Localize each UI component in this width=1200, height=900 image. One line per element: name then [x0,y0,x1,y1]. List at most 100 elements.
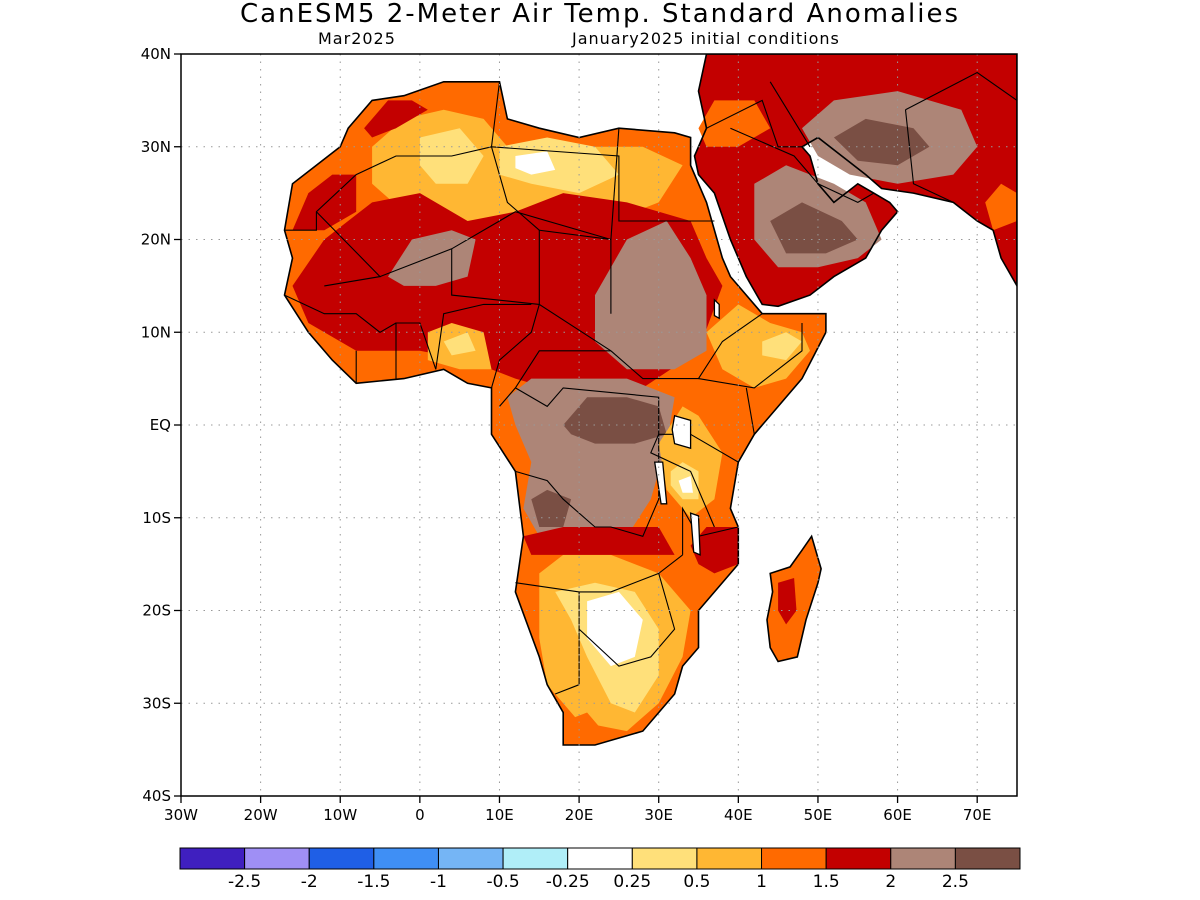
legend-swatch [567,847,633,870]
lon-tick-label: 10E [485,806,514,824]
lat-tick-label: EQ [150,416,171,434]
lon-tick-label: 30E [644,806,673,824]
legend-swatch [696,847,763,870]
coastline-madagascar-land [766,534,822,663]
legend-label: -1.5 [357,872,390,892]
legend-label: 2 [885,872,896,892]
region-congo-dark [563,397,667,444]
border-line [499,350,611,407]
legend-label: 0.25 [613,872,651,892]
region-madagascar-red [778,578,797,625]
lon-tick-label: 50E [804,806,833,824]
region-zambia-red [523,527,675,555]
map-title: CanESM5 2-Meter Air Temp. Standard Anoma… [240,0,960,29]
lon-tick-label: 70E [963,806,992,824]
border-line [451,248,612,352]
legend-label: -0.5 [486,872,519,892]
legend-swatch [373,847,439,870]
border-line [610,128,620,240]
lake [689,512,701,556]
region-india-orange [985,183,1017,231]
border-line [284,146,492,231]
valid-month-label: Mar2025 [318,29,396,48]
region-maghreb-red [364,100,428,138]
border-line [905,71,1017,111]
legend-swatch [631,847,698,870]
coastline-arabia-land [693,54,1017,308]
region-east-africa-white [678,476,693,493]
legend-swatch [761,847,827,870]
region-sudan-brown [595,221,707,370]
region-west-coast-light [443,332,476,356]
border-line [490,304,540,389]
region-libya-light [499,137,619,194]
region-levant-orange [698,100,771,147]
border-line [578,573,676,667]
border-line [769,81,811,148]
lon-tick-label: 20E [565,806,594,824]
legend-label: -1 [430,872,447,892]
lat-tick-label: 10N [141,323,171,341]
region-libya-white [515,151,556,175]
anomaly-fields [284,54,1017,746]
border-line [515,387,660,435]
border-line [706,99,802,148]
border-line [730,127,874,204]
legend-label: 2.5 [942,872,969,892]
legend-label: 0.5 [683,872,710,892]
lon-tick-label: 60E [883,806,912,824]
coastline-africa-land [283,81,827,746]
region-iran-dark [833,118,930,166]
legend-label: 1 [756,872,767,892]
init-conditions-label: January2025 initial conditions [572,29,840,48]
lon-tick-label: 30W [164,806,198,824]
legend-swatch [437,847,504,870]
lake [671,414,692,450]
lat-tick-label: 40S [142,787,171,805]
country-borders [283,54,1017,746]
legend-swatch [502,847,569,870]
legend-swatch [244,847,310,870]
lat-tick-label: 10S [142,509,171,527]
border-line [904,109,954,203]
border-line [698,323,803,389]
color-legend: -2.5 -2 -1.5 -1 -0.5 -0.25 0.25 0.5 1 1.5 2 2.5 [179,847,1021,892]
region-moz-red [690,527,739,574]
legend-swatch [308,847,375,870]
border-line [538,229,612,314]
border-line [491,146,715,222]
border-line [515,434,660,537]
lon-tick-label: 40E [724,806,753,824]
border-line [682,506,739,555]
lat-tick-label: 20N [141,231,171,249]
border-line [395,322,437,379]
border-line [515,554,683,593]
lat-tick-label: 20S [142,602,171,620]
border-line [435,303,532,370]
lon-tick-label: 20W [244,806,278,824]
legend-swatch [825,847,892,870]
border-line [690,387,755,463]
legend-label: 1.5 [813,872,840,892]
border-line [379,211,612,278]
lat-tick-label: 30S [142,694,171,712]
border-line [650,433,715,528]
region-ethiopia-light [762,332,802,361]
region-ethiopia-yellow [706,304,810,388]
legend-label: -2 [301,872,318,892]
legend-swatch [179,847,246,870]
lat-tick-label: 30N [141,138,171,156]
region-westsahara-red [292,174,357,231]
lon-tick-label: 10W [323,806,357,824]
legend-swatch [954,847,1021,870]
legend-swatch [890,847,956,870]
legend-label: -0.25 [546,872,590,892]
legend-label: -2.5 [228,872,261,892]
lon-tick-label: 0 [415,806,425,824]
region-cape-orange [563,712,603,745]
border-line [284,294,397,333]
region-arabia-dark [770,202,858,254]
region-sahel-brown [388,230,476,286]
